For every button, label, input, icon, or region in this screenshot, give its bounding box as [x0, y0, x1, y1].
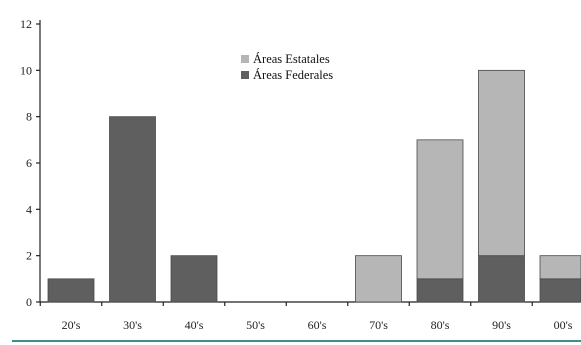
bar-federales: [109, 116, 156, 303]
y-tick-label: 10: [20, 63, 32, 77]
bar-estatales: [539, 255, 581, 280]
bar-estatales: [478, 69, 525, 257]
bar-federales: [416, 278, 464, 303]
x-tick-label: 40's: [185, 318, 204, 332]
bottom-rule: [12, 340, 581, 342]
bar-federales: [478, 255, 525, 303]
y-tick-label: 8: [26, 110, 32, 124]
bar-federales: [539, 278, 581, 303]
legend: Áreas Estatales Áreas Federales: [241, 52, 333, 82]
x-tick-label: 50's: [246, 318, 265, 332]
y-axis: 0 2 4 6 8 10 12: [20, 17, 41, 309]
x-axis: 20's 30's 40's 50's 60's 70's 80's 90's 00's: [39, 301, 581, 332]
x-tick-label: 00's: [554, 318, 573, 332]
y-tick-label: 2: [26, 249, 32, 263]
bar-estatales: [355, 255, 402, 303]
legend-label-estatales: Áreas Estatales: [253, 52, 330, 66]
legend-swatch-federales: [241, 71, 249, 79]
x-tick-label: 60's: [308, 318, 327, 332]
bar-federales: [47, 278, 95, 303]
bar-federales: [170, 255, 218, 303]
bar-estatales: [416, 139, 464, 280]
x-tick-label: 90's: [492, 318, 511, 332]
x-tick-label: 80's: [431, 318, 450, 332]
x-tick-label: 70's: [369, 318, 388, 332]
y-tick-label: 0: [26, 295, 32, 309]
y-tick-label: 6: [26, 156, 32, 170]
legend-swatch-estatales: [241, 55, 249, 63]
y-tick-label: 12: [20, 17, 32, 31]
bars: [47, 69, 581, 303]
legend-label-federales: Áreas Federales: [253, 68, 333, 82]
x-tick-label: 30's: [123, 318, 142, 332]
x-tick-label: 20's: [62, 318, 81, 332]
y-tick-label: 4: [26, 202, 32, 216]
